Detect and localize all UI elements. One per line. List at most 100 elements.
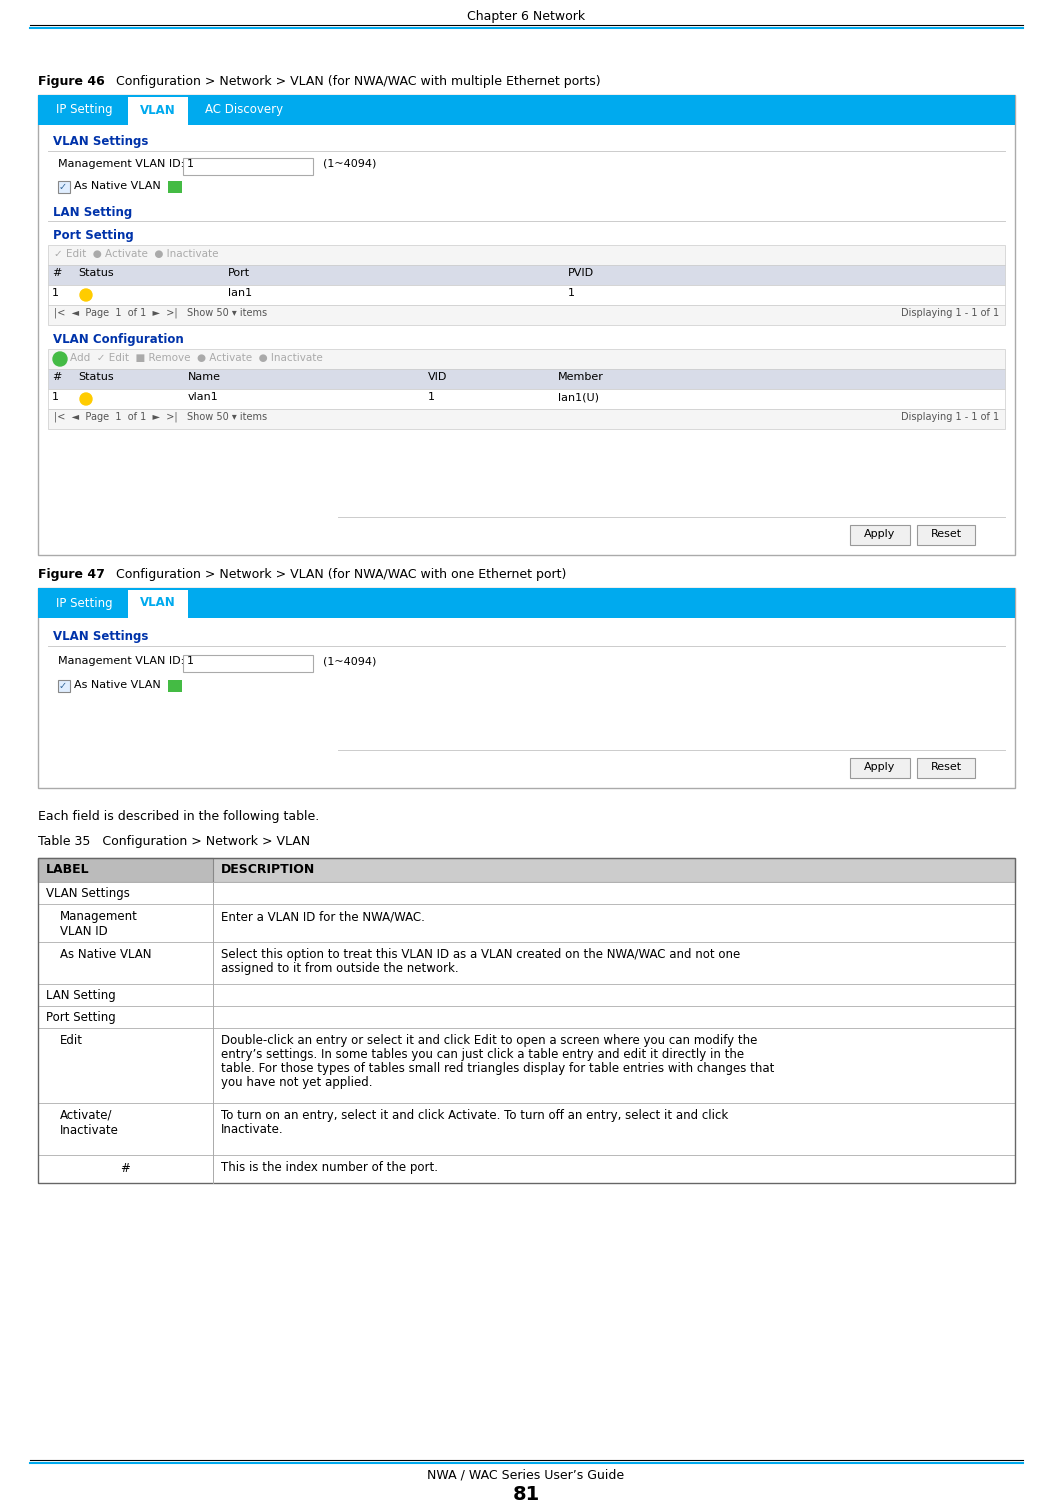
Text: VLAN Settings: VLAN Settings <box>53 134 148 148</box>
Text: Inactivate.: Inactivate. <box>221 1123 283 1136</box>
Text: Management VLAN ID:: Management VLAN ID: <box>58 158 184 169</box>
Text: LAN Setting: LAN Setting <box>46 988 116 1002</box>
Bar <box>58 681 69 693</box>
Text: Each field is described in the following table.: Each field is described in the following… <box>38 810 319 822</box>
Text: Activate/
Inactivate: Activate/ Inactivate <box>60 1109 119 1136</box>
Text: VLAN Settings: VLAN Settings <box>46 887 130 899</box>
Text: you have not yet applied.: you have not yet applied. <box>221 1076 373 1089</box>
Text: entry’s settings. In some tables you can just click a table entry and edit it di: entry’s settings. In some tables you can… <box>221 1047 744 1061</box>
Bar <box>38 589 1015 788</box>
Text: 1: 1 <box>187 158 194 169</box>
Bar <box>183 655 313 672</box>
Bar <box>183 158 313 175</box>
Text: Select this option to treat this VLAN ID as a VLAN created on the NWA/WAC and no: Select this option to treat this VLAN ID… <box>221 948 740 961</box>
Text: table. For those types of tables small red triangles display for table entries w: table. For those types of tables small r… <box>221 1062 774 1074</box>
Bar <box>48 266 1005 285</box>
Bar <box>58 181 69 193</box>
Bar <box>38 589 1015 619</box>
Text: 1: 1 <box>52 288 59 297</box>
Bar <box>917 525 975 545</box>
Text: Displaying 1 - 1 of 1: Displaying 1 - 1 of 1 <box>901 308 999 318</box>
Text: Configuration > Network > VLAN (for NWA/WAC with multiple Ethernet ports): Configuration > Network > VLAN (for NWA/… <box>104 75 600 88</box>
Bar <box>48 285 1005 305</box>
Text: IP Setting: IP Setting <box>56 104 113 116</box>
Text: #: # <box>52 373 61 382</box>
Bar <box>38 95 1015 125</box>
Text: 1: 1 <box>428 392 435 401</box>
Text: Table 35   Configuration > Network > VLAN: Table 35 Configuration > Network > VLAN <box>38 834 311 848</box>
Text: Figure 46: Figure 46 <box>38 75 104 88</box>
Text: VID: VID <box>428 373 448 382</box>
Bar <box>38 1154 1015 1183</box>
Bar <box>48 409 1005 429</box>
Text: VLAN Configuration: VLAN Configuration <box>53 333 184 346</box>
Text: PVID: PVID <box>568 269 594 278</box>
Text: Port: Port <box>229 269 251 278</box>
Bar <box>48 305 1005 324</box>
Text: VLAN: VLAN <box>140 104 176 116</box>
Text: Chapter 6 Network: Chapter 6 Network <box>466 11 585 23</box>
Text: lan1(U): lan1(U) <box>558 392 599 401</box>
Text: |<  ◄  Page  1  of 1  ►  >|   Show 50 ▾ items: |< ◄ Page 1 of 1 ► >| Show 50 ▾ items <box>54 308 267 318</box>
Text: Apply: Apply <box>865 530 896 539</box>
Bar <box>38 1028 1015 1103</box>
Text: Enter a VLAN ID for the NWA/WAC.: Enter a VLAN ID for the NWA/WAC. <box>221 910 424 924</box>
Text: This is the index number of the port.: This is the index number of the port. <box>221 1160 438 1174</box>
Bar <box>850 525 910 545</box>
Text: VLAN Settings: VLAN Settings <box>53 629 148 643</box>
Text: #: # <box>120 1162 130 1176</box>
Text: (1~4094): (1~4094) <box>323 158 376 169</box>
Text: 1: 1 <box>568 288 575 297</box>
Bar <box>128 590 188 619</box>
Text: #: # <box>52 269 61 278</box>
Text: Member: Member <box>558 373 603 382</box>
Circle shape <box>80 290 92 300</box>
Bar <box>48 370 1005 389</box>
Bar <box>38 1103 1015 1154</box>
Text: Apply: Apply <box>865 762 896 773</box>
Text: As Native VLAN: As Native VLAN <box>74 681 161 690</box>
Bar <box>38 984 1015 1007</box>
Bar <box>38 859 1015 1183</box>
Text: VLAN: VLAN <box>140 596 176 610</box>
Circle shape <box>53 352 67 367</box>
Bar <box>48 389 1005 409</box>
Text: AC Discovery: AC Discovery <box>205 104 283 116</box>
Bar <box>38 904 1015 942</box>
Text: |<  ◄  Page  1  of 1  ►  >|   Show 50 ▾ items: |< ◄ Page 1 of 1 ► >| Show 50 ▾ items <box>54 412 267 423</box>
Text: 81: 81 <box>513 1485 539 1504</box>
Text: Edit: Edit <box>60 1034 83 1047</box>
Bar <box>850 758 910 779</box>
Text: lan1: lan1 <box>229 288 252 297</box>
Bar <box>38 859 1015 881</box>
Text: Reset: Reset <box>931 530 961 539</box>
Bar <box>38 95 1015 555</box>
Text: Management
VLAN ID: Management VLAN ID <box>60 910 138 939</box>
Text: assigned to it from outside the network.: assigned to it from outside the network. <box>221 963 459 975</box>
Text: (1~4094): (1~4094) <box>323 656 376 665</box>
Text: ✓ Edit  ● Activate  ● Inactivate: ✓ Edit ● Activate ● Inactivate <box>54 249 219 260</box>
Bar <box>38 1007 1015 1028</box>
Text: Figure 47: Figure 47 <box>38 567 105 581</box>
Text: Double-click an entry or select it and click Edit to open a screen where you can: Double-click an entry or select it and c… <box>221 1034 757 1047</box>
Text: Configuration > Network > VLAN (for NWA/WAC with one Ethernet port): Configuration > Network > VLAN (for NWA/… <box>104 567 567 581</box>
Text: Management VLAN ID:: Management VLAN ID: <box>58 656 184 665</box>
Text: To turn on an entry, select it and click Activate. To turn off an entry, select : To turn on an entry, select it and click… <box>221 1109 729 1123</box>
Text: i: i <box>174 681 177 691</box>
Text: NWA / WAC Series User’s Guide: NWA / WAC Series User’s Guide <box>428 1468 624 1480</box>
Bar <box>38 881 1015 904</box>
Text: Name: Name <box>188 373 221 382</box>
Text: i: i <box>174 183 177 192</box>
Bar <box>168 181 182 193</box>
Text: Status: Status <box>78 269 114 278</box>
Bar <box>128 97 188 125</box>
Text: LABEL: LABEL <box>46 863 90 877</box>
Text: Port Setting: Port Setting <box>46 1011 116 1025</box>
Text: +: + <box>55 355 65 368</box>
Text: Add  ✓ Edit  ■ Remove  ● Activate  ● Inactivate: Add ✓ Edit ■ Remove ● Activate ● Inactiv… <box>69 353 323 364</box>
Bar <box>917 758 975 779</box>
Bar <box>38 942 1015 984</box>
Text: IP Setting: IP Setting <box>56 596 113 610</box>
Text: vlan1: vlan1 <box>188 392 219 401</box>
Bar <box>38 859 213 881</box>
